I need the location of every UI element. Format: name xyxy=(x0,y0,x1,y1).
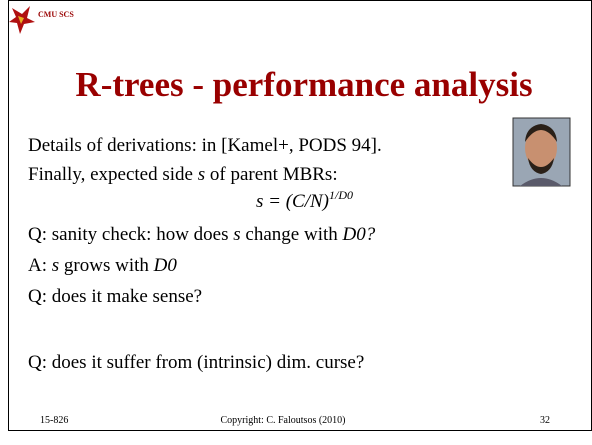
text-run: Finally, expected side xyxy=(28,164,198,185)
body-line: A: s grows with D0 xyxy=(28,255,177,276)
footer-course: 15-826 xyxy=(40,415,68,426)
text-run: of parent MBRs: xyxy=(205,164,337,185)
footer-copyright: Copyright: C. Faloutsos (2010) xyxy=(220,415,345,426)
text-run: Details of derivations: in [Kamel+, PODS… xyxy=(28,135,382,156)
text-run: s xyxy=(52,255,59,276)
logo xyxy=(9,6,35,34)
logo-text: CMU SCS xyxy=(38,10,74,19)
body-line: Finally, expected side s of parent MBRs: xyxy=(28,164,338,185)
body-line: Q: sanity check: how does s change with … xyxy=(28,224,376,245)
text-run: A: xyxy=(28,255,52,276)
slide: CMU SCS R-trees - performance analysis D… xyxy=(0,0,592,445)
footer-page: 32 xyxy=(540,415,550,426)
text-run: change with xyxy=(241,224,343,245)
body-line: Q: does it suffer from (intrinsic) dim. … xyxy=(28,352,364,373)
text-run: D0 xyxy=(153,255,178,276)
body-line: Details of derivations: in [Kamel+, PODS… xyxy=(28,135,382,156)
text-run: Q: sanity check: how does xyxy=(28,224,233,245)
text-run: s = (C/N) xyxy=(256,191,329,212)
text-run: D0? xyxy=(342,224,376,245)
portrait xyxy=(513,118,570,186)
text-run: Q: does it make sense? xyxy=(28,286,202,307)
text-run: s xyxy=(198,164,205,185)
formula: s = (C/N)1/D0 xyxy=(256,188,353,212)
text-run: 1/D0 xyxy=(329,188,353,202)
text-run: s xyxy=(233,224,240,245)
text-run: grows with xyxy=(59,255,153,276)
slide-title: R-trees - performance analysis xyxy=(75,65,532,104)
text-run: Q: does it suffer from (intrinsic) dim. … xyxy=(28,352,364,373)
body-line: Q: does it make sense? xyxy=(28,286,202,307)
